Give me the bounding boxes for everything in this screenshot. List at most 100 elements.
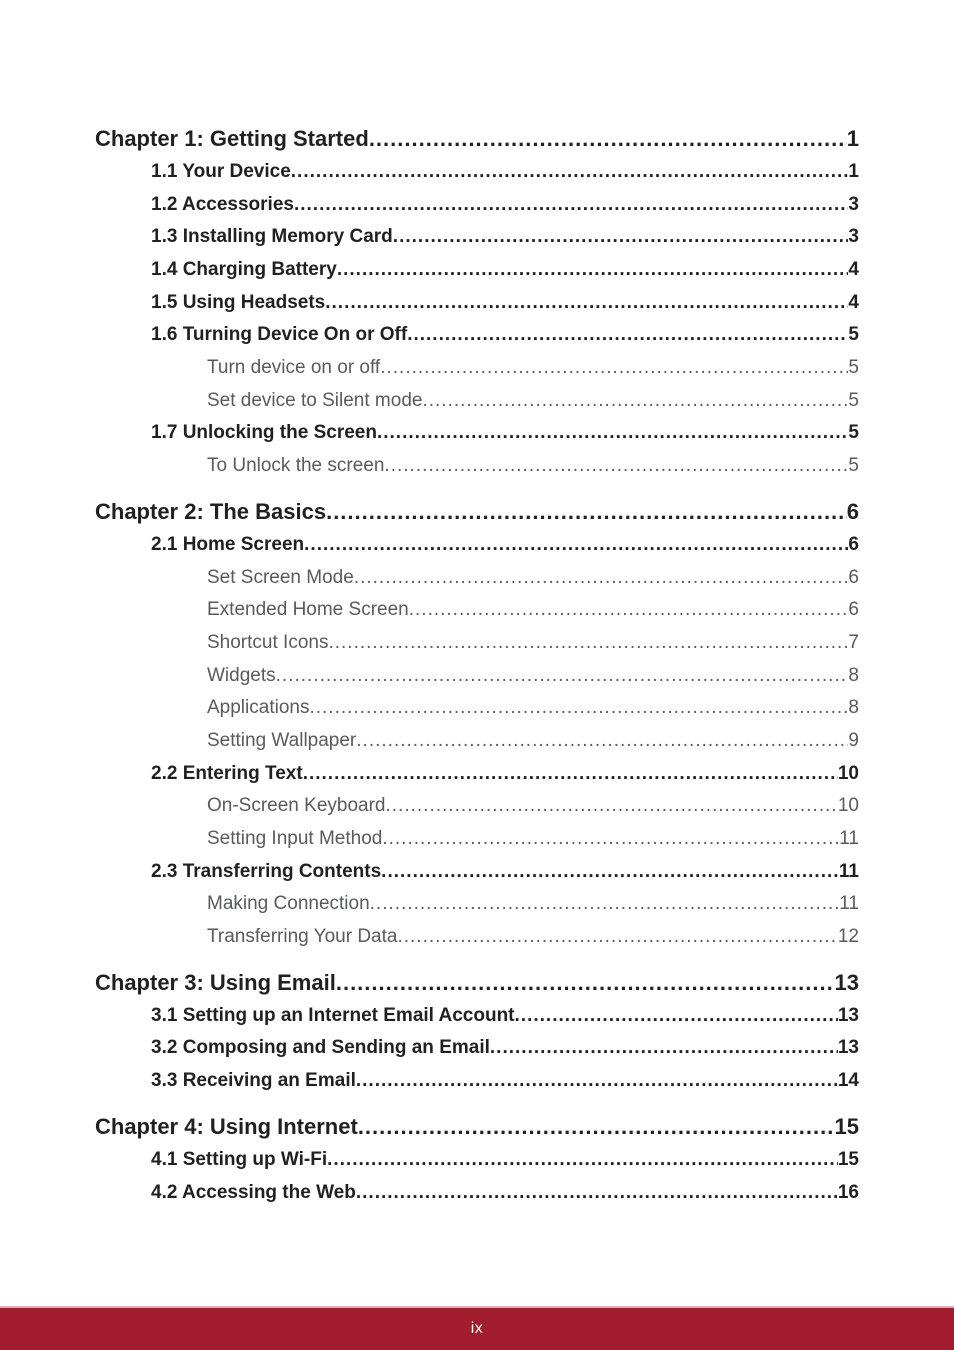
toc-entry-page: 5 xyxy=(848,319,859,352)
toc-entry[interactable]: 2.1 Home Screen.........................… xyxy=(151,529,859,562)
toc-entry-title: Widgets xyxy=(207,660,276,693)
toc-entry[interactable]: Transferring Your Data .................… xyxy=(207,921,859,954)
toc-entry-page: 6 xyxy=(848,594,859,627)
toc-leader-dots: ........................................… xyxy=(377,417,848,450)
toc-entry-title: 3.2 Composing and Sending an Email xyxy=(151,1032,490,1065)
toc-entry-title: Setting Input Method xyxy=(207,823,382,856)
toc-leader-dots: ........................................… xyxy=(303,758,838,791)
toc-entry[interactable]: 3.1 Setting up an Internet Email Account… xyxy=(151,1000,859,1033)
toc-entry-page: 13 xyxy=(838,1000,859,1033)
toc-entry-title: Extended Home Screen xyxy=(207,594,409,627)
toc-entry-title: Applications xyxy=(207,692,309,725)
toc-entry-page: 5 xyxy=(848,417,859,450)
toc-entry-page: 1 xyxy=(847,122,859,156)
toc-entry[interactable]: Widgets ................................… xyxy=(207,660,859,693)
toc-entry-page: 6 xyxy=(848,562,859,595)
toc-entry-title: 1.5 Using Headsets xyxy=(151,287,325,320)
toc-entry-page: 3 xyxy=(848,189,859,222)
toc-leader-dots: ........................................… xyxy=(393,221,849,254)
toc-entry-title: 3.3 Receiving an Email xyxy=(151,1065,356,1098)
toc-entry-page: 13 xyxy=(835,966,859,1000)
toc-entry-title: Chapter 1: Getting Started xyxy=(95,122,369,156)
toc-entry-title: Chapter 2: The Basics xyxy=(95,495,326,529)
toc-entry[interactable]: 1.4 Charging Battery ...................… xyxy=(151,254,859,287)
toc-entry-title: 2.1 Home Screen xyxy=(151,529,304,562)
toc-leader-dots: ........................................… xyxy=(326,495,847,529)
toc-entry[interactable]: Chapter 1: Getting Started..............… xyxy=(95,122,859,156)
toc-entry-title: 1.7 Unlocking the Screen xyxy=(151,417,377,450)
toc-entry[interactable]: Set device to Silent mode...............… xyxy=(207,385,859,418)
toc-entry-title: Making Connection xyxy=(207,888,370,921)
toc-entry[interactable]: 1.7 Unlocking the Screen................… xyxy=(151,417,859,450)
toc-entry-page: 10 xyxy=(838,790,859,823)
toc-entry-title: 2.2 Entering Text xyxy=(151,758,303,791)
toc-entry-page: 15 xyxy=(838,1144,859,1177)
toc-entry-page: 15 xyxy=(835,1110,859,1144)
toc-entry[interactable]: Turn device on or off...................… xyxy=(207,352,859,385)
toc-entry-title: 1.3 Installing Memory Card xyxy=(151,221,393,254)
toc-entry-title: Setting Wallpaper xyxy=(207,725,356,758)
toc-entry[interactable]: 1.5 Using Headsets......................… xyxy=(151,287,859,320)
toc-entry[interactable]: Applications............................… xyxy=(207,692,859,725)
toc-entry-page: 5 xyxy=(848,385,859,418)
toc-entry-title: Set Screen Mode xyxy=(207,562,354,595)
toc-leader-dots: ........................................… xyxy=(407,319,848,352)
toc-leader-dots: ........................................… xyxy=(309,692,848,725)
toc-leader-dots: ........................................… xyxy=(356,725,848,758)
toc-entry-page: 6 xyxy=(847,495,859,529)
toc-entry-title: 2.3 Transferring Contents xyxy=(151,856,381,889)
toc-entry-page: 11 xyxy=(839,888,859,921)
toc-entry[interactable]: 4.1 Setting up Wi-Fi ...................… xyxy=(151,1144,859,1177)
toc-entry-title: Turn device on or off xyxy=(207,352,380,385)
toc-entry[interactable]: 1.6 Turning Device On or Off ...........… xyxy=(151,319,859,352)
toc-leader-dots: ........................................… xyxy=(276,660,849,693)
toc-entry[interactable]: On-Screen Keyboard......................… xyxy=(207,790,859,823)
toc-entry[interactable]: Making Connection.......................… xyxy=(207,888,859,921)
toc-leader-dots: ........................................… xyxy=(369,122,847,156)
toc-entry[interactable]: Setting Input Method ...................… xyxy=(207,823,859,856)
toc-leader-dots: ........................................… xyxy=(356,1177,838,1210)
toc-leader-dots: ........................................… xyxy=(354,562,849,595)
toc-entry-title: 3.1 Setting up an Internet Email Account xyxy=(151,1000,515,1033)
toc-entry[interactable]: Set Screen Mode.........................… xyxy=(207,562,859,595)
toc-entry[interactable]: Chapter 3: Using Email .................… xyxy=(95,966,859,1000)
toc-entry-title: 1.4 Charging Battery xyxy=(151,254,337,287)
toc-entry-title: To Unlock the screen xyxy=(207,450,384,483)
toc-leader-dots: ........................................… xyxy=(327,1144,838,1177)
toc-entry-title: 4.1 Setting up Wi-Fi xyxy=(151,1144,327,1177)
toc-entry-title: On-Screen Keyboard xyxy=(207,790,386,823)
toc-entry[interactable]: 1.3 Installing Memory Card..............… xyxy=(151,221,859,254)
toc-entry[interactable]: Chapter 4: Using Internet...............… xyxy=(95,1110,859,1144)
toc-leader-dots: ........................................… xyxy=(422,385,848,418)
toc-leader-dots: ........................................… xyxy=(304,529,848,562)
toc-entry[interactable]: 1.1 Your Device ........................… xyxy=(151,156,859,189)
toc-leader-dots: ........................................… xyxy=(294,189,848,222)
page: Chapter 1: Getting Started..............… xyxy=(0,0,954,1350)
toc-entry[interactable]: Shortcut Icons .........................… xyxy=(207,627,859,660)
toc-entry[interactable]: 1.2 Accessories.........................… xyxy=(151,189,859,222)
toc-entry[interactable]: 3.2 Composing and Sending an Email .....… xyxy=(151,1032,859,1065)
toc-entry[interactable]: 4.2 Accessing the Web...................… xyxy=(151,1177,859,1210)
toc-entry[interactable]: 2.3 Transferring Contents ..............… xyxy=(151,856,859,889)
toc-entry-title: Transferring Your Data xyxy=(207,921,397,954)
toc-entry-page: 9 xyxy=(848,725,859,758)
toc-entry[interactable]: Setting Wallpaper ......................… xyxy=(207,725,859,758)
page-footer: ix xyxy=(0,1308,954,1350)
toc-entry-title: 1.1 Your Device xyxy=(151,156,291,189)
toc-leader-dots: ........................................… xyxy=(325,287,848,320)
toc-entry-page: 11 xyxy=(839,823,859,856)
toc-entry[interactable]: Chapter 2: The Basics...................… xyxy=(95,495,859,529)
toc-entry-page: 8 xyxy=(848,692,859,725)
toc-entry-title: Set device to Silent mode xyxy=(207,385,422,418)
toc-leader-dots: ........................................… xyxy=(291,156,849,189)
toc-entry-page: 12 xyxy=(838,921,859,954)
toc-entry-title: 1.2 Accessories xyxy=(151,189,294,222)
toc-entry[interactable]: To Unlock the screen....................… xyxy=(207,450,859,483)
toc-entry[interactable]: 2.2 Entering Text.......................… xyxy=(151,758,859,791)
toc-entry[interactable]: 3.3 Receiving an Email..................… xyxy=(151,1065,859,1098)
toc-entry-title: Chapter 3: Using Email xyxy=(95,966,336,1000)
toc-leader-dots: ........................................… xyxy=(336,966,835,1000)
toc-entry-page: 4 xyxy=(848,254,859,287)
toc-entry-page: 7 xyxy=(848,627,859,660)
toc-entry[interactable]: Extended Home Screen ...................… xyxy=(207,594,859,627)
